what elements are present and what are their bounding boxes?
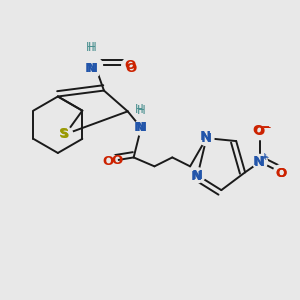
Circle shape [253,154,267,169]
Circle shape [58,127,73,142]
Text: N: N [86,62,98,75]
Text: −: − [262,121,272,134]
Text: S: S [59,127,69,140]
Text: N: N [254,156,265,169]
Circle shape [102,154,117,169]
Text: O: O [254,125,265,138]
Text: N: N [136,121,147,134]
Text: O: O [102,155,113,168]
Text: O: O [124,59,135,72]
Text: H: H [135,103,144,116]
Circle shape [122,58,136,73]
Circle shape [273,165,288,180]
Text: N: N [200,130,211,143]
Text: O: O [253,124,264,137]
Text: +: + [261,153,268,162]
Text: O: O [125,62,136,75]
Text: O: O [112,154,123,167]
Text: N: N [85,62,96,75]
Circle shape [190,168,205,183]
Text: O: O [276,167,287,180]
Text: H: H [86,41,95,54]
Text: H: H [88,41,96,54]
Circle shape [85,64,100,79]
Circle shape [199,131,214,146]
Circle shape [134,120,148,135]
Text: +: + [260,152,267,161]
Text: N: N [134,121,145,134]
Text: N: N [201,132,212,145]
Circle shape [253,125,267,140]
Text: O: O [275,167,286,180]
Text: −: − [261,122,271,132]
Text: N: N [191,169,203,182]
Text: N: N [253,155,264,168]
Text: H: H [137,104,146,117]
Text: N: N [190,170,202,183]
Text: S: S [61,128,70,141]
Circle shape [88,58,102,73]
